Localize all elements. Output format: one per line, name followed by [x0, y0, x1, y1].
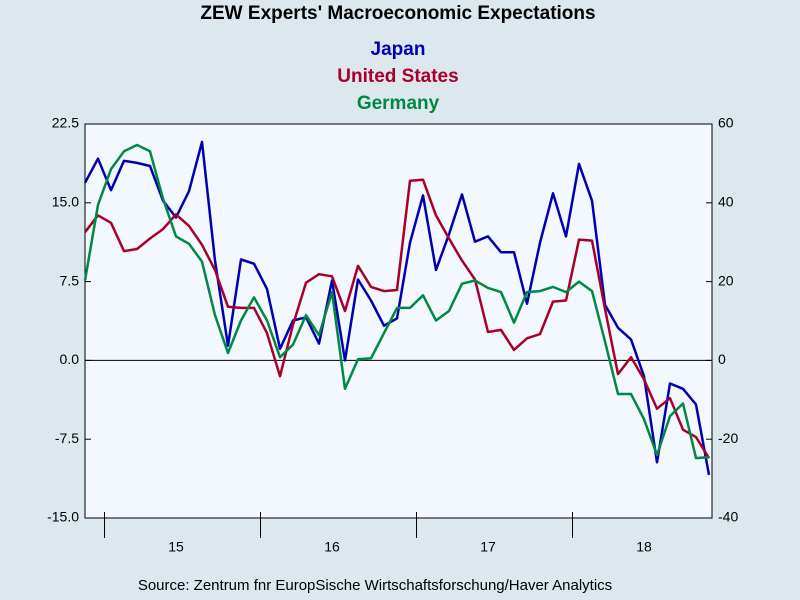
legend-label: Japan — [371, 39, 426, 60]
y-tick-label: 15.0 — [52, 194, 79, 210]
x-tick-label: 15 — [168, 539, 184, 555]
y2-tick-label: 20 — [718, 272, 734, 288]
y2-tick-label: 40 — [718, 194, 734, 210]
legend-label: United States — [337, 66, 458, 87]
x-tick-label: 18 — [636, 539, 652, 555]
y2-tick-label: -40 — [718, 509, 738, 525]
y2-tick-label: 60 — [718, 115, 734, 131]
y-tick-label: -7.5 — [55, 430, 79, 446]
legend-label: Germany — [357, 93, 440, 114]
y-tick-label: 7.5 — [60, 272, 80, 288]
series-line — [84, 178, 711, 459]
source: Source: Zentrum fnr EuropSische Wirtscha… — [138, 577, 612, 594]
y-tick-label: 0.0 — [60, 351, 80, 367]
y-tick-label: -15.0 — [47, 509, 79, 525]
y-tick-label: 22.5 — [52, 115, 79, 131]
y2-tick-label: 0 — [718, 351, 726, 367]
y2-tick-label: -20 — [718, 430, 738, 446]
chart-title: ZEW Experts' Macroeconomic Expectations — [200, 3, 595, 24]
x-tick-label: 17 — [480, 539, 496, 555]
plot-area — [84, 123, 713, 519]
series-line — [83, 143, 710, 460]
x-tick-label: 16 — [324, 539, 340, 555]
